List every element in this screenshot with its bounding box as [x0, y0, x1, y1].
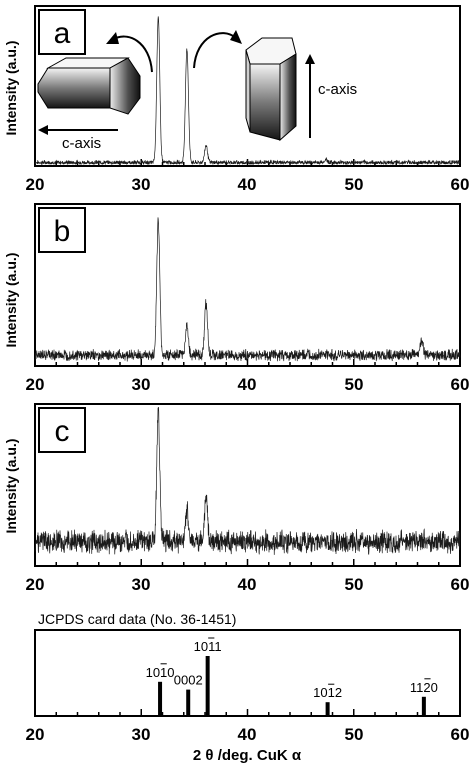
horizontal-prism-icon	[37, 57, 141, 115]
panel-c-letter: c	[55, 415, 70, 448]
jcpds-xtick-labels: 20 30 40 50 60	[26, 725, 470, 744]
panel-c-xtick-60: 60	[451, 575, 470, 594]
panel-c-xtick-20: 20	[26, 575, 45, 594]
jcpds-xtick-20: 20	[26, 725, 45, 744]
panel-b-ticks	[34, 359, 461, 366]
panel-b-frame	[34, 203, 461, 367]
vertical-c-axis-arrow	[305, 54, 315, 138]
jcpds-line-1012	[325, 702, 330, 716]
jcpds-line-1011	[205, 656, 210, 716]
panel-b-letter-box	[38, 207, 86, 253]
panel-a-letter-box	[38, 9, 86, 55]
curved-arrow-left-head	[106, 32, 119, 44]
panel-a-letter: a	[54, 17, 71, 50]
horizontal-c-axis-arrow	[38, 125, 118, 135]
jcpds-line-0002	[186, 689, 191, 716]
panel-b-xtick-30: 30	[132, 375, 151, 394]
panel-c-xtick-labels: 20 30 40 50 60	[26, 575, 470, 594]
panel-b: b Intensity (a.u.) 20 30 40 50 60	[3, 203, 470, 394]
panel-c-xtick-40: 40	[238, 575, 257, 594]
vertical-prism-icon	[245, 37, 297, 142]
xrd-pattern-line	[34, 217, 461, 362]
jcpds-label-0002: 0002	[174, 673, 203, 688]
panel-b-letter: b	[54, 215, 71, 248]
panel-a-xtick-labels: 20 30 40 50 60	[26, 175, 470, 194]
panel-a: a c-axis c-axis	[3, 5, 470, 194]
panel-c-ticks	[34, 559, 461, 566]
curved-arrow-right-head	[230, 30, 242, 44]
panel-a-xtick-50: 50	[345, 175, 364, 194]
vertical-c-axis-label: c-axis	[318, 81, 357, 98]
panel-c: c Intensity (a.u.) 20 30 40 50 60	[3, 403, 470, 594]
panel-b-xtick-50: 50	[345, 375, 364, 394]
jcpds-xlabel: 2 θ /deg. CuK α	[193, 747, 302, 764]
panel-c-xtick-50: 50	[345, 575, 364, 594]
panel-b-xtick-labels: 20 30 40 50 60	[26, 375, 470, 394]
horizontal-c-axis-label: c-axis	[62, 135, 101, 152]
jcpds-label-1012: 1012	[313, 685, 342, 700]
panel-b-xtick-40: 40	[238, 375, 257, 394]
jcpds-label-1010: 1010	[146, 665, 175, 680]
panel-b-xtick-20: 20	[26, 375, 45, 394]
panel-c-letter-box	[38, 407, 86, 453]
panel-c-trace	[34, 407, 461, 555]
panel-a-xtick-60: 60	[451, 175, 470, 194]
panel-c-ylabel: Intensity (a.u.)	[3, 439, 19, 534]
jcpds-xtick-50: 50	[345, 725, 364, 744]
jcpds-label-1120: 1120	[410, 680, 438, 695]
jcpds-xtick-60: 60	[451, 725, 470, 744]
jcpds-title: JCPDS card data (No. 36-1451)	[38, 611, 236, 627]
jcpds-line-1010	[158, 681, 163, 716]
panel-b-trace	[34, 217, 461, 362]
panel-c-xtick-30: 30	[132, 575, 151, 594]
panel-a-ylabel: Intensity (a.u.)	[3, 41, 19, 136]
panel-b-xtick-60: 60	[451, 375, 470, 394]
panel-b-ylabel: Intensity (a.u.)	[3, 253, 19, 348]
jcpds-xtick-40: 40	[238, 725, 257, 744]
jcpds-panel: JCPDS card data (No. 36-1451) 1010000210…	[26, 611, 470, 764]
panel-a-xtick-30: 30	[132, 175, 151, 194]
xrd-pattern-line	[34, 16, 461, 166]
panel-a-trace	[34, 16, 461, 166]
xrd-pattern-line	[34, 407, 461, 555]
jcpds-frame	[34, 629, 461, 717]
panel-a-xtick-20: 20	[26, 175, 45, 194]
panel-a-xtick-40: 40	[238, 175, 257, 194]
jcpds-label-1011: 1011	[194, 639, 222, 654]
jcpds-line-1120	[421, 696, 426, 716]
jcpds-xtick-30: 30	[132, 725, 151, 744]
curved-arrow-right	[193, 32, 237, 69]
